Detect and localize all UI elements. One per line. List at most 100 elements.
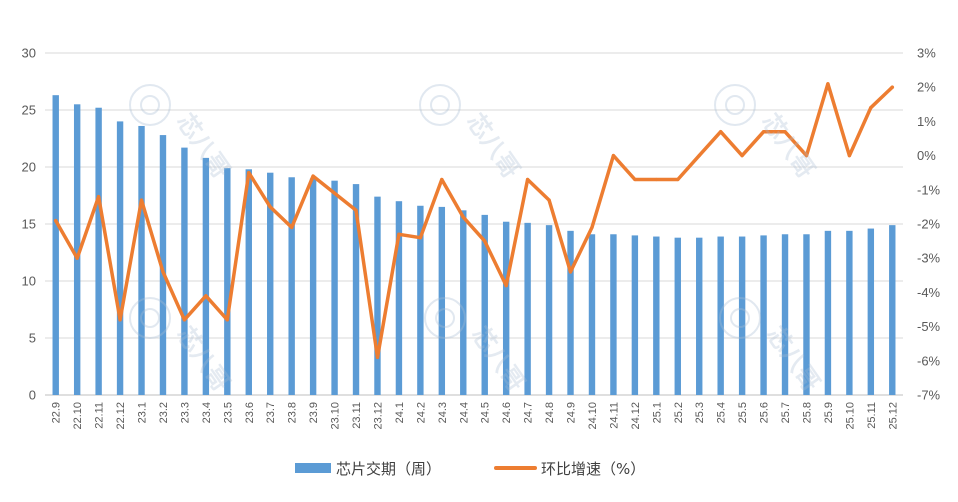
x-tick-label: 22.12 bbox=[115, 402, 127, 430]
bar-25.11 bbox=[867, 228, 875, 395]
line-point-25.3 bbox=[697, 154, 701, 158]
bar-23.5 bbox=[224, 168, 231, 395]
line-point-23.1 bbox=[139, 198, 144, 202]
line-point-25.11 bbox=[869, 106, 873, 110]
line-point-23.9 bbox=[311, 174, 315, 178]
x-tick-label: 23.8 bbox=[287, 402, 299, 423]
bar-24.10 bbox=[588, 234, 596, 395]
legend-swatch-bar bbox=[295, 463, 331, 473]
bar-25.12 bbox=[889, 225, 896, 395]
y-tick-label: 25 bbox=[22, 103, 36, 118]
bar-23.11 bbox=[352, 184, 360, 395]
watermark-logo-inner-icon bbox=[725, 95, 745, 115]
line-point-23.6 bbox=[247, 171, 251, 175]
watermark-logo-inner-icon bbox=[730, 308, 750, 328]
right-y-axis-labels: 3% 2% 1% 0% -1% -2% -3% -4% -5% -6% -7% bbox=[917, 46, 941, 403]
x-tick-label: 25.9 bbox=[823, 402, 835, 423]
y-tick-label: 5 bbox=[29, 331, 36, 346]
bar-25.8 bbox=[803, 234, 810, 395]
line-point-24.7 bbox=[526, 177, 530, 182]
x-tick-label: 24.2 bbox=[415, 402, 427, 423]
y2-tick-label: -5% bbox=[917, 319, 941, 334]
watermark-logo-inner-icon bbox=[140, 308, 160, 328]
bar-24.1 bbox=[395, 201, 403, 395]
y2-tick-label: 0% bbox=[917, 148, 936, 163]
x-tick-label: 25.8 bbox=[802, 402, 814, 423]
line-mom-growth bbox=[53, 82, 895, 360]
x-tick-label: 24.12 bbox=[630, 402, 642, 430]
y2-tick-label: -3% bbox=[917, 251, 941, 266]
y-tick-label: 10 bbox=[22, 274, 36, 289]
x-tick-label: 23.3 bbox=[179, 402, 191, 423]
y2-tick-label: -6% bbox=[917, 353, 941, 368]
line-point-24.1 bbox=[397, 232, 401, 236]
x-tick-label: 23.10 bbox=[330, 402, 342, 430]
bar-23.8 bbox=[288, 177, 295, 395]
legend-label-line: 环比增速（%） bbox=[541, 460, 645, 478]
x-tick-label: 24.3 bbox=[437, 402, 449, 423]
bar-24.12 bbox=[631, 235, 639, 395]
line-point-25.12 bbox=[890, 85, 894, 89]
bar-23.2 bbox=[159, 135, 167, 395]
x-tick-label: 24.11 bbox=[608, 402, 620, 429]
watermark-logo-inner-icon bbox=[435, 308, 455, 328]
watermark-logo-icon bbox=[424, 297, 466, 339]
x-tick-label: 23.9 bbox=[308, 402, 320, 423]
line-point-24.12 bbox=[633, 177, 637, 182]
bar-24.11 bbox=[610, 234, 617, 395]
bar-25.9 bbox=[824, 230, 832, 395]
x-tick-label: 25.7 bbox=[780, 402, 792, 423]
watermark-text: 芯八哥 bbox=[761, 321, 825, 396]
line-point-25.10 bbox=[847, 154, 852, 158]
bar-25.6 bbox=[760, 235, 767, 395]
x-tick-label: 24.5 bbox=[480, 402, 492, 423]
line-point-24.11 bbox=[611, 154, 616, 158]
legend: 芯片交期（周） 环比增速（%） bbox=[295, 460, 645, 478]
line-point-24.5 bbox=[483, 239, 487, 243]
bar-25.7 bbox=[781, 234, 789, 395]
bar-23.10 bbox=[331, 180, 338, 395]
x-tick-label: 23.2 bbox=[158, 402, 170, 423]
y2-tick-label: -7% bbox=[917, 388, 941, 403]
y2-tick-label: 1% bbox=[917, 114, 936, 129]
line-point-25.9 bbox=[826, 82, 830, 86]
watermark-text: 芯八哥 bbox=[466, 321, 530, 396]
y2-tick-label: 3% bbox=[917, 46, 936, 61]
y2-tick-label: -1% bbox=[917, 182, 941, 197]
bar-22.11 bbox=[95, 107, 102, 395]
line-point-25.2 bbox=[676, 177, 680, 182]
x-tick-label: 24.10 bbox=[587, 402, 599, 430]
line-point-25.5 bbox=[740, 154, 744, 158]
line-point-24.8 bbox=[547, 198, 551, 202]
line-point-22.12 bbox=[118, 318, 122, 322]
line-point-22.11 bbox=[97, 195, 101, 199]
bar-22.12 bbox=[116, 121, 124, 396]
line-point-23.2 bbox=[161, 270, 165, 274]
x-tick-label: 25.5 bbox=[737, 402, 749, 423]
bar-23.4 bbox=[202, 157, 210, 395]
watermark-logo-icon bbox=[714, 84, 756, 126]
x-tick-label: 25.10 bbox=[844, 402, 856, 430]
line-point-22.9 bbox=[54, 219, 58, 223]
bar-23.7 bbox=[267, 172, 274, 395]
line-point-23.7 bbox=[268, 205, 272, 209]
x-tick-label: 24.9 bbox=[566, 402, 578, 423]
x-tick-label: 24.8 bbox=[544, 402, 556, 423]
line-point-24.9 bbox=[568, 270, 573, 274]
x-tick-label: 22.11 bbox=[94, 402, 106, 429]
x-tick-label: 22.10 bbox=[72, 402, 84, 430]
watermark: 芯八哥 bbox=[419, 84, 525, 183]
x-tick-label: 23.12 bbox=[373, 402, 385, 430]
watermark-logo-inner-icon bbox=[140, 95, 160, 115]
x-tick-label: 25.4 bbox=[716, 402, 728, 423]
watermark-logo-icon bbox=[419, 84, 461, 126]
bar-24.6 bbox=[502, 221, 510, 395]
line-point-23.5 bbox=[225, 318, 229, 322]
line-point-23.11 bbox=[354, 208, 358, 212]
left-y-axis-labels: 0 5 10 15 20 25 30 bbox=[22, 46, 36, 403]
bar-23.6 bbox=[245, 169, 252, 395]
bar-24.2 bbox=[417, 205, 424, 395]
y-tick-label: 30 bbox=[22, 46, 36, 61]
line-point-23.10 bbox=[333, 191, 337, 195]
